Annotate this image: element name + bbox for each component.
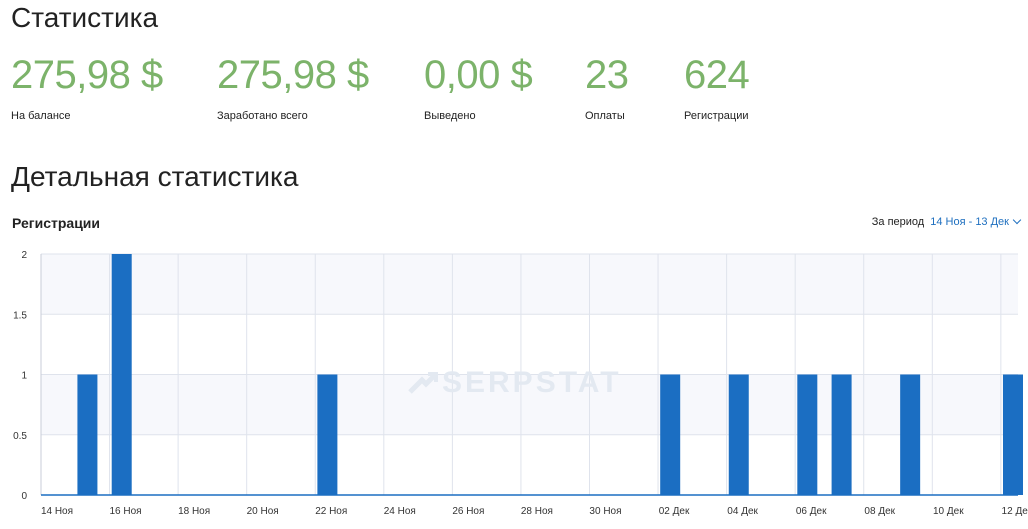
plot-band (41, 254, 1018, 315)
registrations-chart: 0 0.5 1 1.5 2 14 Ноя 16 Ноя 18 Ноя 20 Ноя 22 Ноя 2… (13, 250, 1028, 517)
stat-earned: 275,98 $ Заработано всего (217, 52, 369, 122)
y-tick-label: 1.5 (13, 310, 27, 321)
detail-title: Детальная статистика (11, 161, 299, 192)
x-tick-label: 08 Дек (864, 506, 895, 517)
bar-06-Дек[interactable] (797, 374, 818, 496)
stat-withdrawn-label: Выведено (424, 110, 476, 122)
x-tick-label: 20 Ноя (247, 506, 279, 517)
x-tick-label: 18 Ноя (178, 506, 210, 517)
stat-balance: 275,98 $ На балансе (11, 52, 163, 122)
serpstat-logo-icon (408, 372, 438, 394)
stat-registrations-value: 624 (684, 53, 750, 97)
x-tick-label: 04 Дек (727, 506, 758, 517)
y-tick-label: 2 (21, 250, 27, 261)
bar-12-Дек[interactable] (1003, 374, 1023, 496)
bar-02-Дек[interactable] (660, 374, 681, 496)
chart-title: Регистрации (12, 215, 101, 231)
period-label: За период (871, 216, 925, 228)
stat-payments-value: 23 (585, 53, 629, 97)
stat-registrations-label: Регистрации (684, 110, 749, 122)
period-selector: За период 14 Ноя - 13 Дек (871, 215, 1022, 228)
stat-balance-value: 275,98 $ (11, 53, 163, 97)
stats-summary: 275,98 $ На балансе 275,98 $ Заработано … (0, 0, 1028, 130)
bar-07-Дек[interactable] (831, 374, 852, 496)
stat-earned-value: 275,98 $ (217, 53, 369, 97)
bar-09-Дек[interactable] (900, 374, 921, 496)
stat-withdrawn-value: 0,00 $ (424, 53, 533, 97)
bar-16-Ноя[interactable] (111, 254, 132, 495)
x-tick-label: 16 Ноя (110, 506, 142, 517)
stat-payments: 23 Оплаты (585, 52, 629, 122)
stat-earned-label: Заработано всего (217, 110, 308, 122)
x-tick-label: 28 Ноя (521, 506, 553, 517)
bar-22-Ноя[interactable] (317, 374, 338, 496)
x-tick-label: 14 Ноя (41, 506, 73, 517)
y-tick-label: 1 (21, 371, 27, 382)
x-tick-label: 30 Ноя (589, 506, 621, 517)
x-tick-label: 24 Ноя (384, 506, 416, 517)
x-tick-label: 06 Дек (796, 506, 827, 517)
period-range-value[interactable]: 14 Ноя - 13 Дек (930, 216, 1009, 228)
x-tick-label: 02 Дек (659, 506, 690, 517)
y-tick-label: 0.5 (13, 431, 27, 442)
bar-15-Ноя[interactable] (77, 374, 98, 496)
plot-band (41, 374, 1018, 435)
x-tick-label: 10 Дек (933, 506, 964, 517)
x-tick-label: 12 Дек (1002, 506, 1028, 517)
period-range-dropdown[interactable]: 14 Ноя - 13 Дек (930, 215, 1022, 228)
bar-04-Дек[interactable] (728, 374, 749, 496)
watermark-text: SERPSTAT (442, 366, 622, 399)
page-title: Статистика (11, 2, 159, 33)
stat-balance-label: На балансе (11, 110, 71, 122)
watermark: SERPSTAT (408, 366, 622, 400)
x-tick-label: 26 Ноя (452, 506, 484, 517)
stat-payments-label: Оплаты (585, 110, 625, 122)
stat-withdrawn: 0,00 $ Выведено (424, 52, 533, 122)
x-tick-label: 22 Ноя (315, 506, 347, 517)
y-tick-label: 0 (21, 491, 27, 502)
stat-registrations: 624 Регистрации (684, 52, 750, 122)
chevron-down-icon[interactable] (1012, 215, 1022, 225)
